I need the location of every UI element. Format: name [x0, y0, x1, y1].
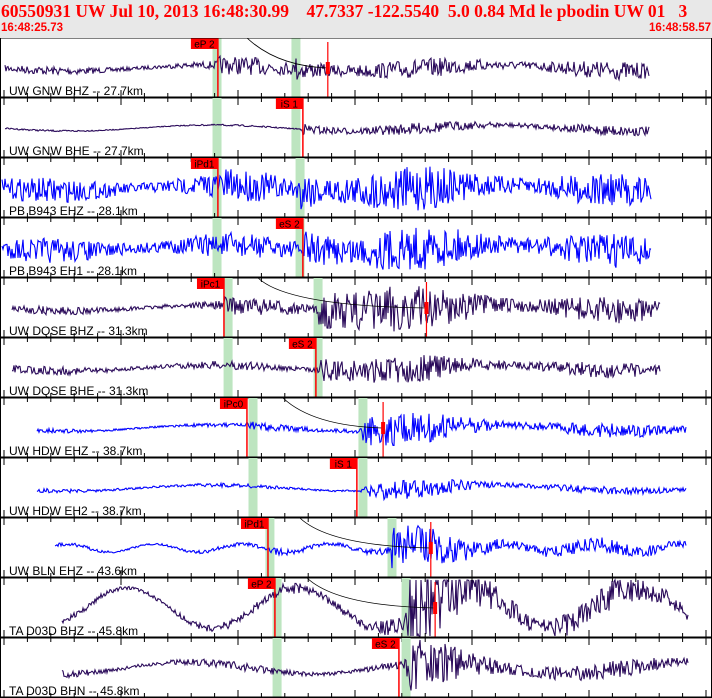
pick-flag	[329, 458, 357, 469]
pick-flag	[190, 158, 218, 169]
phase-window	[212, 98, 222, 158]
moveout-curve	[299, 517, 431, 549]
channel-label: TA D03D BHN -- 45.8km	[9, 684, 139, 698]
pick-label: eS 2	[279, 220, 300, 231]
pick-label: iS 1	[281, 100, 299, 111]
amplitude-bar	[325, 62, 330, 74]
pick-flag	[288, 338, 316, 349]
waveform	[61, 578, 689, 637]
pick-flag	[196, 278, 224, 289]
waveform	[54, 524, 687, 569]
pick-label: iPc0	[224, 400, 244, 411]
phase-window	[223, 338, 233, 398]
pick-flag	[371, 638, 399, 649]
waveform	[1, 166, 652, 211]
channel-label: UW BLN EHZ -- 43.6km	[9, 564, 137, 578]
amplitude-bar	[433, 602, 438, 614]
pick-flag	[275, 218, 303, 229]
start-time: 16:48:25.73	[1, 22, 64, 34]
phase-window	[265, 518, 275, 578]
pick-label: iPd1	[194, 160, 214, 171]
header-bar: 60550931 UW Jul 10, 2013 16:48:30.99 47.…	[0, 0, 712, 38]
trace-panel: eP 2 TA D03D BHZ -- 45.8km	[0, 577, 712, 645]
moveout-curve	[246, 38, 328, 69]
seismogram-panels[interactable]: eP 2 UW GNW BHZ -- 27.7km iS 1 UW GNW BHE -…	[0, 38, 712, 698]
event-title: 60550931 UW Jul 10, 2013 16:48:30.99 47.…	[1, 1, 688, 21]
phase-window	[248, 458, 258, 518]
waveform	[61, 639, 689, 691]
pick-flag	[275, 98, 303, 109]
waveform	[11, 355, 661, 383]
trace-panel: iPc1 UW DQSE BHZ -- 31.3km	[0, 277, 712, 345]
phase-window	[212, 158, 222, 218]
amplitude-bar	[424, 302, 429, 314]
channel-label: TA D03D BHZ -- 45.8km	[9, 624, 138, 638]
waveform	[11, 286, 661, 332]
phase-window	[358, 458, 368, 518]
waveform	[1, 227, 652, 270]
pick-label: eS 2	[292, 340, 313, 351]
phase-window	[272, 638, 282, 698]
pick-flag	[240, 518, 268, 529]
trace-panel: iPc0 UW HDW EHZ -- 38.7km	[0, 397, 712, 465]
pick-label: eS 2	[375, 640, 396, 651]
amplitude-bar	[428, 542, 433, 554]
channel-label: PB B943 EH1 -- 28.1km	[9, 264, 137, 278]
phase-window	[248, 398, 258, 458]
trace-panel: iPd1 UW BLN EHZ -- 43.6km	[0, 517, 712, 585]
channel-label: UW HDW EHZ -- 38.7km	[9, 444, 142, 458]
trace-panel: iPd1 PB B943 EHZ -- 28.1km	[0, 158, 712, 225]
channel-label: UW DQSE BHE -- 31.3km	[9, 384, 148, 398]
trace-panel: eP 2 UW GNW BHZ -- 27.7km	[0, 38, 712, 105]
phase-window	[313, 338, 323, 398]
pick-label: eP 2	[194, 40, 215, 51]
trace-panel: iS 1 UW HDW EH2 -- 38.7km	[0, 458, 712, 525]
moveout-curve	[282, 397, 384, 429]
moveout-curve	[306, 577, 436, 609]
pick-flag	[190, 38, 218, 49]
phase-window	[358, 398, 368, 458]
pick-label: iPc1	[201, 280, 221, 291]
waveform	[4, 120, 650, 137]
end-time: 16:48:58.57	[648, 22, 711, 34]
pick-label: iS 1	[335, 460, 353, 471]
amplitude-bar	[381, 422, 386, 434]
pick-flag	[219, 398, 247, 409]
phase-window	[295, 218, 305, 278]
moveout-curve	[257, 277, 427, 309]
phase-window	[313, 278, 323, 338]
channel-label: UW GNW BHZ -- 27.7km	[9, 84, 143, 98]
trace-panel: eS 2 UW DQSE BHE -- 31.3km	[0, 338, 712, 405]
pick-label: iPd1	[244, 520, 264, 531]
phase-window	[212, 38, 222, 98]
waveform	[36, 478, 687, 502]
channel-label: UW GNW BHE -- 27.7km	[9, 144, 144, 158]
phase-window	[387, 518, 397, 578]
channel-label: UW DQSE BHZ -- 31.3km	[9, 324, 148, 338]
trace-panel: eS 2 PB B943 EH1 -- 28.1km	[0, 218, 712, 285]
channel-label: UW HDW EH2 -- 38.7km	[9, 504, 142, 518]
pick-flag	[247, 578, 275, 589]
phase-window	[272, 578, 282, 638]
waveform	[36, 412, 687, 446]
trace-panel: iS 1 UW GNW BHE -- 27.7km	[0, 98, 712, 165]
phase-window	[401, 578, 411, 638]
channel-label: PB B943 EHZ -- 28.1km	[9, 204, 138, 218]
trace-panel: eS 2 TA D03D BHN -- 45.8km	[0, 638, 712, 698]
pick-label: eP 2	[251, 580, 272, 591]
